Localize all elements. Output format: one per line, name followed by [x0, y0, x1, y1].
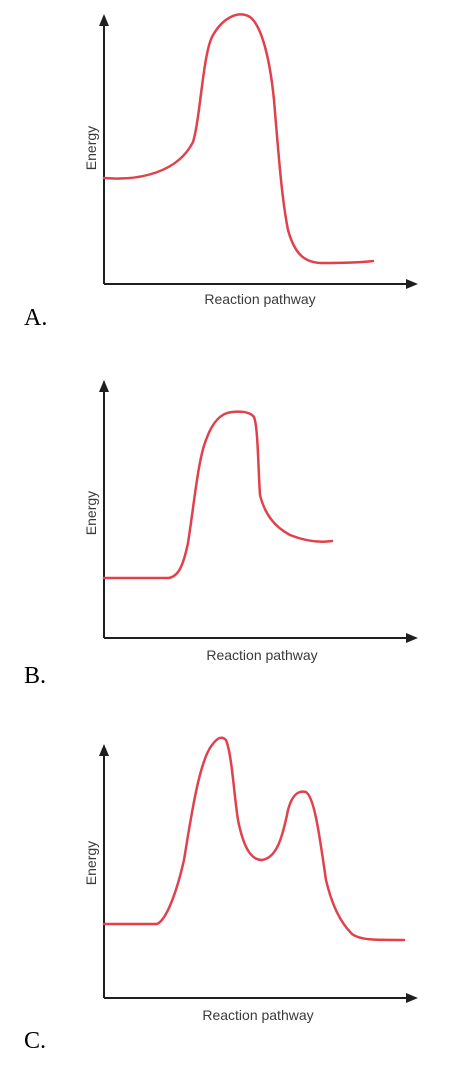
y-axis-arrow-icon	[99, 744, 109, 756]
x-axis-label: Reaction pathway	[202, 1007, 313, 1023]
option-label-b: B.	[24, 663, 47, 689]
diagram-panel-c: Energy Reaction pathway C.	[0, 700, 460, 1074]
energy-diagram-a: Energy Reaction pathway	[83, 13, 418, 307]
y-axis-arrow-icon	[99, 380, 109, 392]
energy-curve	[102, 410, 334, 580]
y-axis-label: Energy	[83, 841, 99, 885]
option-label-a: A.	[24, 305, 48, 331]
x-axis-arrow-icon	[406, 633, 418, 643]
energy-curve	[102, 736, 406, 942]
energy-diagram-b: Energy Reaction pathway	[83, 380, 418, 663]
diagram-panel-a: Energy Reaction pathway A.	[0, 0, 460, 345]
option-label-c: C.	[24, 1028, 47, 1054]
x-axis-label: Reaction pathway	[204, 291, 315, 307]
diagram-panel-b: Energy Reaction pathway B.	[0, 345, 460, 700]
energy-diagram-c: Energy Reaction pathway	[83, 736, 418, 1023]
energy-curve	[102, 13, 375, 265]
x-axis-arrow-icon	[406, 279, 418, 289]
y-axis-arrow-icon	[99, 14, 109, 26]
x-axis-arrow-icon	[406, 993, 418, 1003]
y-axis-label: Energy	[83, 491, 99, 535]
y-axis-label: Energy	[83, 126, 99, 170]
x-axis-label: Reaction pathway	[206, 647, 317, 663]
